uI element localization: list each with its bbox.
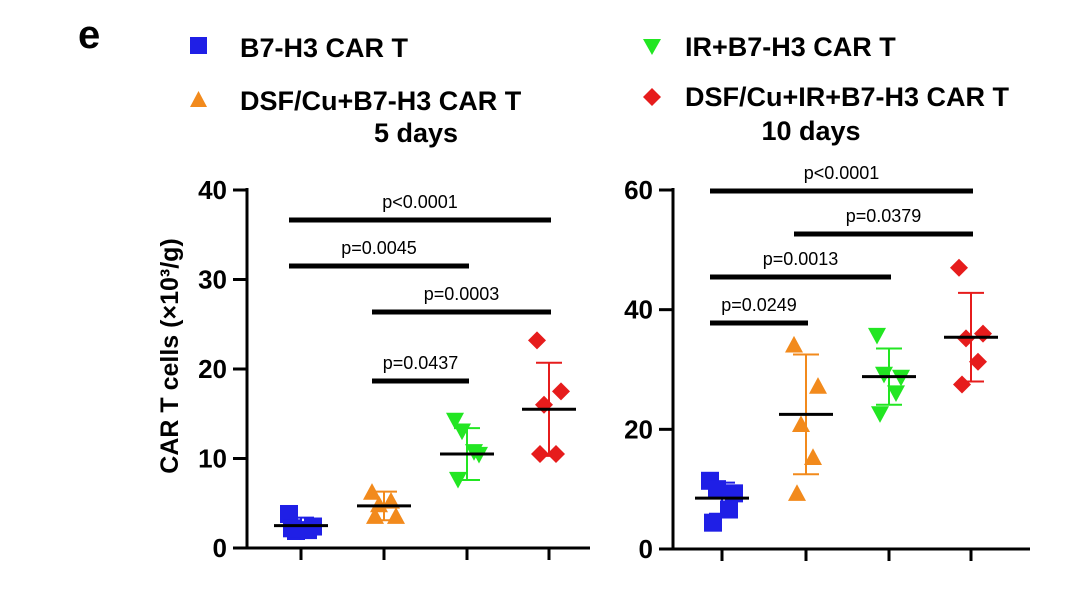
panel-label: e bbox=[78, 13, 100, 57]
legend-label: DSF/Cu+B7-H3 CAR T bbox=[240, 86, 522, 116]
p-value-label: p=0.0003 bbox=[424, 284, 500, 304]
legend-entry: DSF/Cu+IR+B7-H3 CAR T bbox=[643, 82, 1010, 112]
legend: B7-H3 CAR T DSF/Cu+B7-H3 CAR T IR+B7-H3 … bbox=[190, 32, 1010, 116]
y-axis-label: CAR T cells (×10³/g) bbox=[156, 238, 184, 473]
data-point-diamond bbox=[969, 352, 987, 371]
legend-marker-triangle-down bbox=[643, 39, 661, 55]
data-point-triangle-up bbox=[363, 483, 381, 500]
data-point-triangle-down bbox=[875, 366, 893, 384]
y-tick-label: 60 bbox=[624, 175, 653, 205]
data-point-diamond bbox=[528, 331, 546, 350]
panel-title: 5 days bbox=[374, 118, 458, 148]
y-tick-label: 20 bbox=[624, 414, 653, 444]
data-point-square bbox=[299, 521, 317, 540]
data-point-diamond bbox=[950, 258, 968, 277]
p-value-label: p=0.0437 bbox=[383, 353, 459, 373]
p-value-label: p=0.0045 bbox=[341, 238, 417, 258]
legend-label: IR+B7-H3 CAR T bbox=[685, 32, 896, 62]
legend-label: B7-H3 CAR T bbox=[240, 33, 409, 63]
data-point-triangle-up bbox=[809, 377, 827, 394]
data-group bbox=[862, 327, 916, 423]
data-group bbox=[944, 258, 998, 394]
data-point-triangle-down bbox=[446, 412, 464, 430]
y-tick-label: 20 bbox=[198, 354, 227, 384]
data-point-triangle-up bbox=[366, 507, 384, 524]
legend-marker-diamond bbox=[643, 88, 661, 106]
p-value-label: p<0.0001 bbox=[382, 192, 458, 212]
y-tick-label: 0 bbox=[213, 533, 227, 563]
p-value-label: p=0.0249 bbox=[721, 295, 797, 315]
data-group bbox=[357, 483, 411, 524]
data-point-triangle-up bbox=[387, 507, 405, 524]
y-tick-label: 40 bbox=[198, 175, 227, 205]
data-point-diamond bbox=[953, 375, 971, 394]
legend-entry: IR+B7-H3 CAR T bbox=[643, 32, 896, 62]
data-point-square bbox=[704, 513, 722, 532]
p-value-label: p<0.0001 bbox=[804, 163, 880, 183]
data-point-diamond bbox=[974, 324, 992, 343]
data-point-triangle-up bbox=[804, 448, 822, 465]
data-point-triangle-down bbox=[887, 385, 905, 402]
legend-label: DSF/Cu+IR+B7-H3 CAR T bbox=[685, 82, 1010, 112]
data-point-square bbox=[280, 504, 298, 523]
data-point-square bbox=[283, 519, 301, 538]
legend-entry: DSF/Cu+B7-H3 CAR T bbox=[190, 86, 522, 116]
data-point-diamond bbox=[552, 382, 570, 401]
y-tick-label: 0 bbox=[639, 534, 653, 564]
data-point-diamond bbox=[531, 445, 549, 464]
data-point-square bbox=[708, 480, 726, 499]
chart-panel-10-days: 10 days 0 20 40 60 p<0.0001 p=0.0379 p=0.0013 p=… bbox=[624, 116, 1030, 564]
data-point-triangle-down bbox=[868, 327, 886, 345]
data-group bbox=[695, 471, 749, 532]
data-group bbox=[779, 335, 833, 501]
data-point-square bbox=[720, 500, 738, 519]
data-group bbox=[440, 412, 494, 489]
panel-title: 10 days bbox=[761, 116, 860, 146]
data-point-diamond bbox=[547, 445, 565, 464]
data-point-triangle-up bbox=[788, 484, 806, 501]
legend-marker-triangle-up bbox=[190, 91, 207, 107]
data-group bbox=[274, 504, 328, 540]
chart-panel-5-days: 5 days 0 10 20 30 40 p<0.0001 p=0.0045 p=0.0003 p… bbox=[198, 118, 590, 563]
data-point-diamond bbox=[535, 395, 553, 414]
legend-marker-square bbox=[190, 37, 207, 54]
data-point-triangle-down bbox=[871, 406, 889, 423]
data-point-triangle-down bbox=[453, 423, 471, 441]
data-point-triangle-up bbox=[785, 335, 803, 353]
legend-entry: B7-H3 CAR T bbox=[190, 33, 409, 63]
y-tick-label: 40 bbox=[624, 295, 653, 325]
p-value-label: p=0.0379 bbox=[846, 206, 922, 226]
data-point-triangle-down bbox=[465, 444, 483, 461]
y-tick-label: 10 bbox=[198, 444, 227, 474]
data-point-triangle-up bbox=[792, 415, 810, 433]
data-point-square bbox=[725, 484, 743, 503]
y-tick-label: 30 bbox=[198, 265, 227, 295]
p-value-label: p=0.0013 bbox=[763, 249, 839, 269]
data-point-triangle-down bbox=[449, 471, 467, 489]
data-group bbox=[522, 331, 576, 464]
